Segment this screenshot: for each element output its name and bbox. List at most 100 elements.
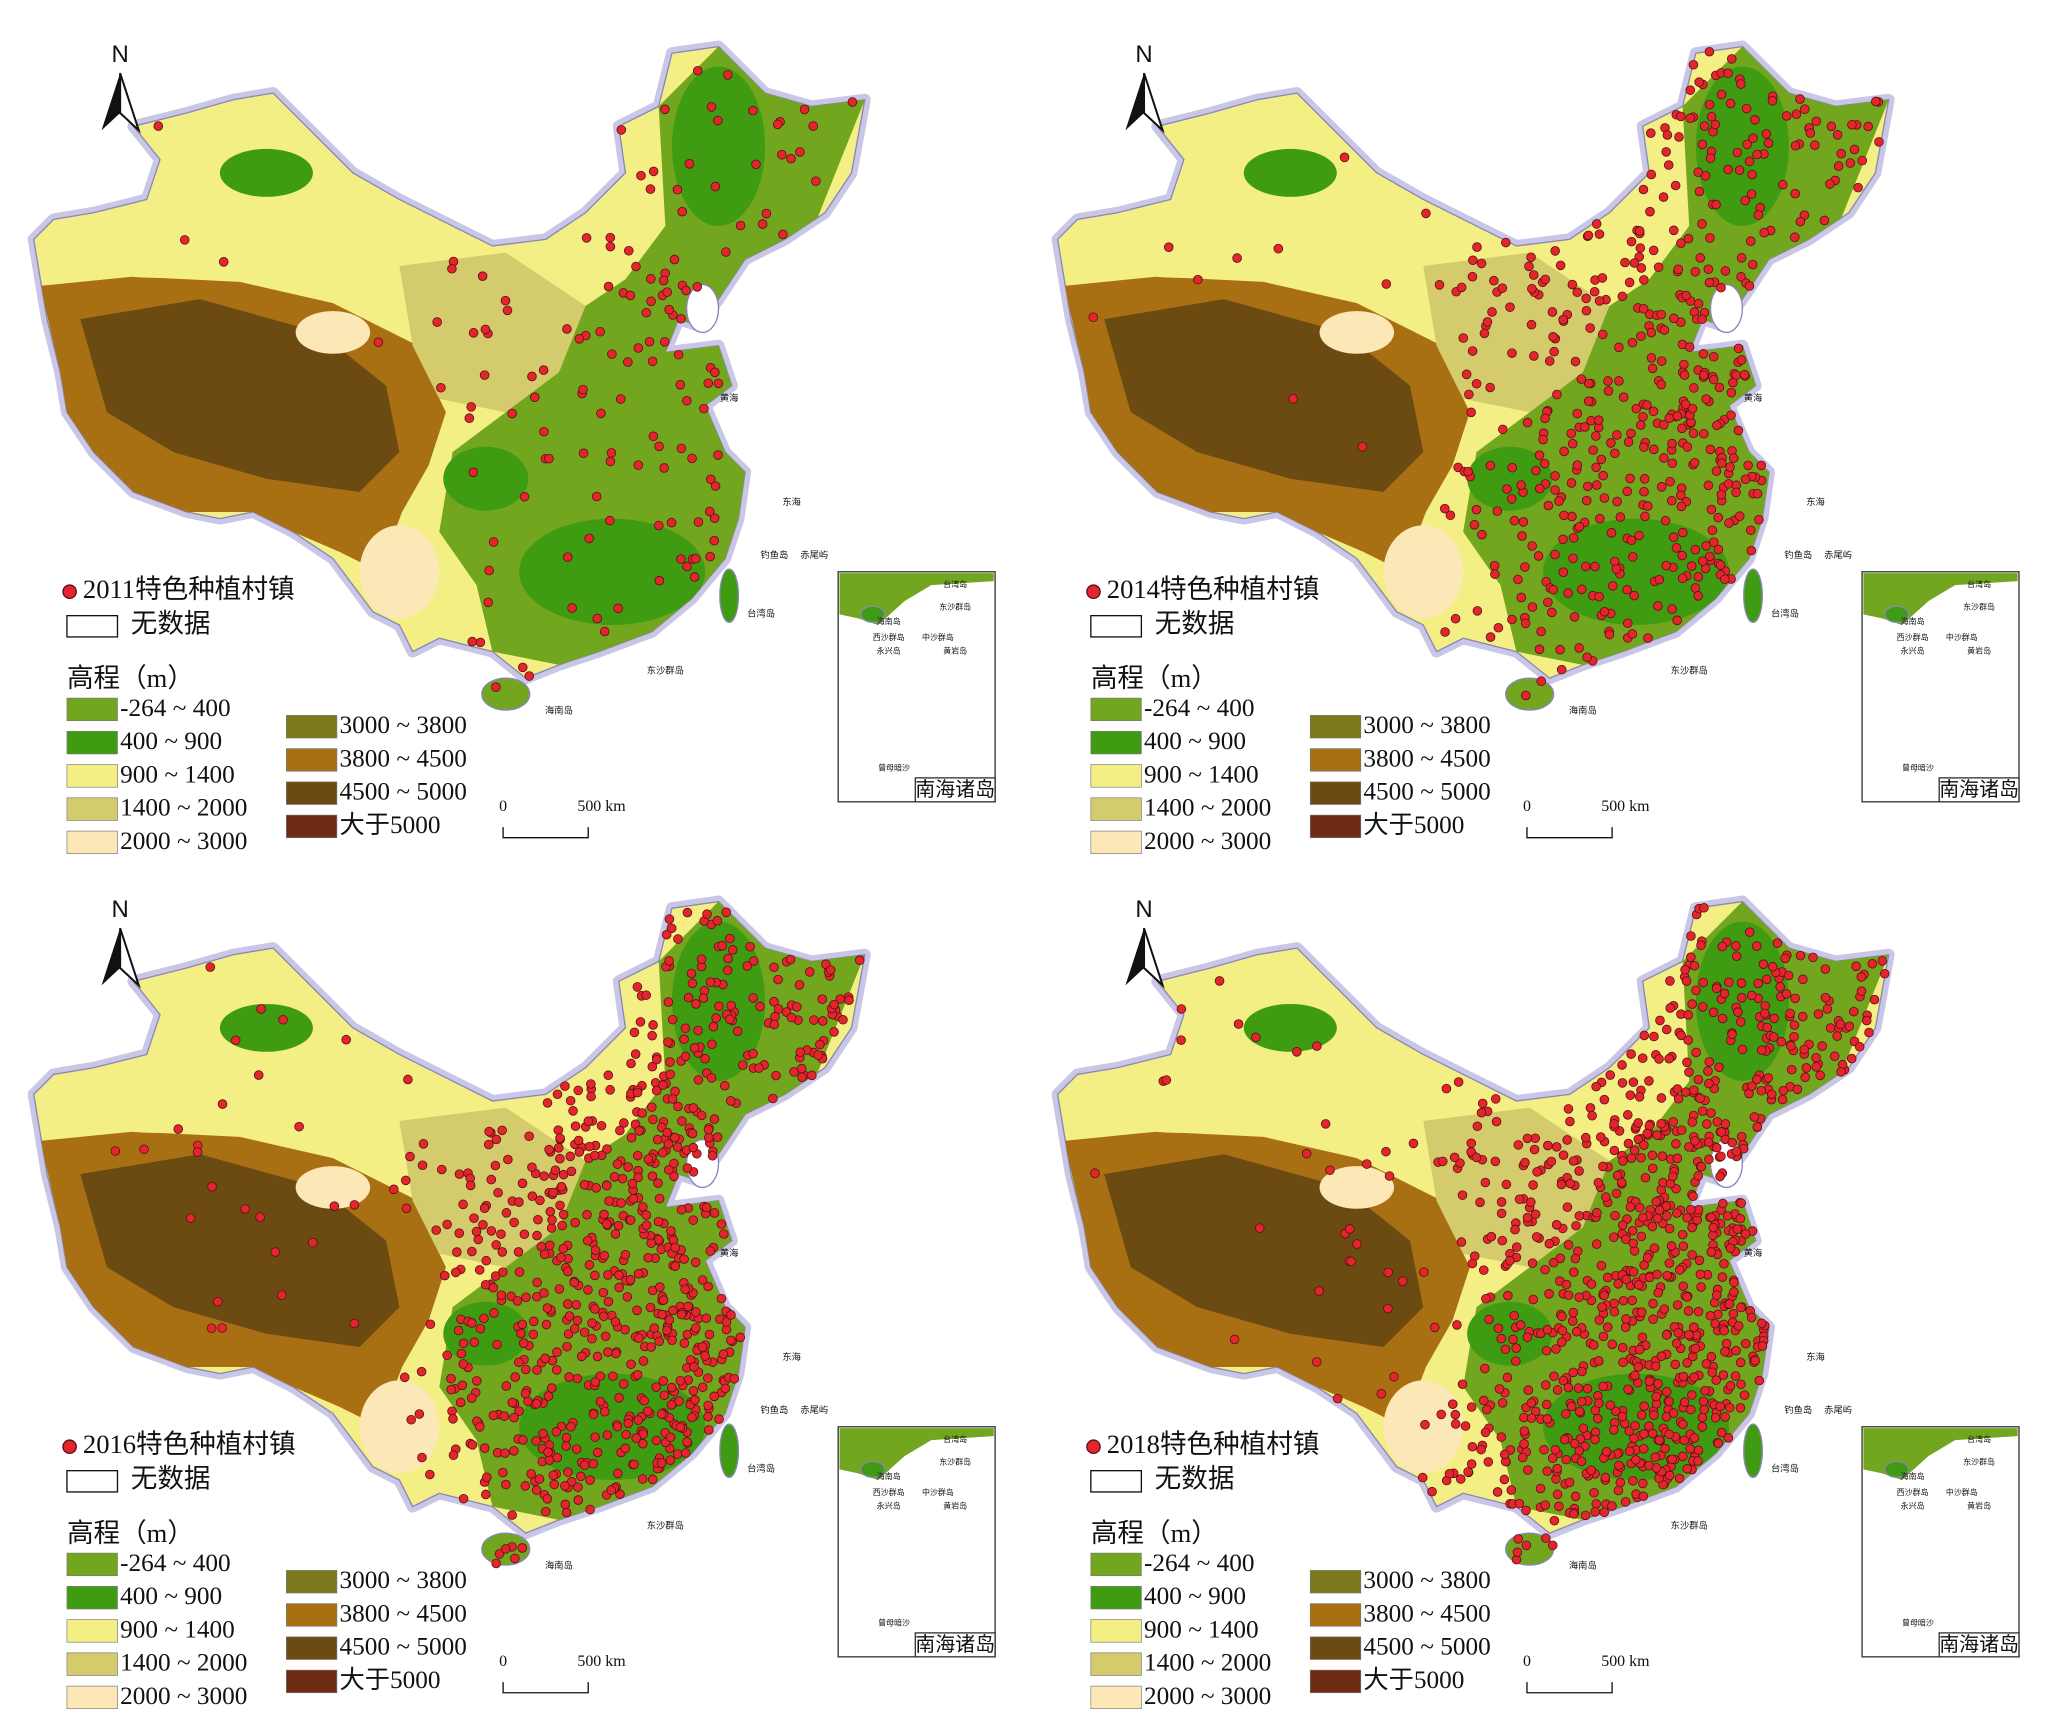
- village-point: [619, 1118, 629, 1128]
- village-point: [1513, 1534, 1523, 1544]
- village-point: [1682, 1358, 1693, 1368]
- village-point: [1720, 574, 1730, 585]
- village-point: [1678, 1451, 1688, 1462]
- village-point: [1501, 237, 1511, 248]
- village-point: [674, 1396, 684, 1406]
- village-point: [693, 1025, 703, 1036]
- village-point: [1381, 1146, 1391, 1157]
- village-point: [1534, 644, 1545, 655]
- village-point: [1493, 622, 1504, 633]
- village-point: [1448, 1399, 1458, 1409]
- scale-end: 500 km: [1601, 798, 1650, 815]
- village-point: [691, 1307, 701, 1317]
- village-point: [628, 1193, 639, 1204]
- village-point: [1849, 144, 1860, 155]
- village-point: [1659, 453, 1669, 463]
- village-point: [1698, 977, 1709, 988]
- village-point: [574, 1147, 585, 1157]
- village-point: [1811, 116, 1822, 127]
- village-point: [1562, 1135, 1572, 1145]
- village-point: [698, 993, 709, 1003]
- village-point: [1721, 1338, 1732, 1349]
- village-point: [1526, 1413, 1537, 1423]
- village-point: [651, 1435, 662, 1446]
- village-point: [373, 337, 384, 348]
- village-point: [1636, 263, 1647, 273]
- village-point: [1723, 164, 1733, 175]
- village-point: [795, 147, 805, 157]
- legend-no-data: 无数据: [1155, 1463, 1235, 1493]
- village-point: [1472, 606, 1483, 616]
- village-point: [544, 1144, 554, 1155]
- village-point: [648, 166, 659, 177]
- village-point: [665, 1057, 675, 1067]
- inset-label: 台湾岛: [943, 1434, 967, 1444]
- village-point: [1638, 1491, 1649, 1501]
- legend-no-data-swatch: [66, 1470, 119, 1493]
- legend-swatch: [66, 1552, 118, 1577]
- village-point: [1749, 1112, 1760, 1122]
- village-point: [1746, 990, 1757, 1001]
- village-point: [1611, 564, 1622, 574]
- village-point: [1469, 520, 1480, 530]
- inset-hainan: [860, 605, 886, 623]
- village-point: [582, 1209, 592, 1220]
- village-point: [1627, 629, 1638, 639]
- village-point: [1466, 1459, 1477, 1469]
- village-point: [703, 1124, 714, 1135]
- village-point: [1549, 1515, 1560, 1526]
- village-point: [748, 105, 758, 116]
- village-point: [1534, 483, 1545, 494]
- village-point: [1494, 1384, 1505, 1394]
- village-point: [1623, 437, 1634, 447]
- village-point: [1825, 179, 1835, 189]
- legend-label: 4500 ~ 5000: [340, 778, 467, 806]
- village-point: [1652, 1130, 1662, 1140]
- inset-label: 东沙群岛: [939, 602, 971, 612]
- village-point: [509, 1412, 519, 1423]
- village-point: [1408, 1138, 1419, 1149]
- village-point: [647, 356, 658, 367]
- village-point: [1636, 1307, 1647, 1317]
- village-point: [1609, 1425, 1619, 1435]
- village-point: [613, 603, 623, 614]
- village-point: [602, 1430, 613, 1440]
- village-point: [696, 1110, 707, 1121]
- village-point: [612, 1159, 623, 1169]
- village-point: [560, 1481, 570, 1491]
- village-point: [1471, 504, 1482, 515]
- village-point: [1606, 528, 1617, 538]
- village-point: [1758, 959, 1769, 969]
- village-point: [1685, 113, 1696, 123]
- village-point: [1696, 1282, 1706, 1292]
- village-point: [1763, 1073, 1773, 1083]
- legend-no-data: 无数据: [1155, 608, 1235, 638]
- village-point: [641, 1210, 652, 1220]
- village-point: [1630, 1370, 1640, 1381]
- village-point: [1586, 1465, 1596, 1475]
- village-point: [589, 1150, 600, 1161]
- legend-label: 400 ~ 900: [120, 727, 222, 755]
- village-point: [544, 453, 554, 464]
- village-point: [667, 1335, 677, 1346]
- village-point: [703, 1373, 713, 1383]
- legend-elevation-title: 高程（m）: [67, 663, 194, 693]
- village-point: [1576, 1456, 1587, 1467]
- village-point: [701, 1313, 712, 1323]
- village-point: [717, 941, 728, 951]
- scale-end: 500 km: [577, 798, 626, 815]
- village-point: [1590, 1434, 1600, 1445]
- lowland-east: [1463, 46, 1889, 665]
- village-point: [1656, 1118, 1666, 1129]
- village-point: [1653, 1379, 1663, 1389]
- village-point: [1870, 96, 1881, 107]
- inset-label: 东沙群岛: [1963, 602, 1995, 612]
- village-point: [1654, 1435, 1665, 1445]
- village-point: [680, 1284, 690, 1295]
- village-point: [1733, 343, 1744, 354]
- village-point: [1680, 1087, 1691, 1097]
- village-point: [1719, 1258, 1729, 1269]
- village-point: [540, 1506, 551, 1517]
- village-point: [1682, 1292, 1692, 1302]
- village-point: [1664, 1053, 1674, 1064]
